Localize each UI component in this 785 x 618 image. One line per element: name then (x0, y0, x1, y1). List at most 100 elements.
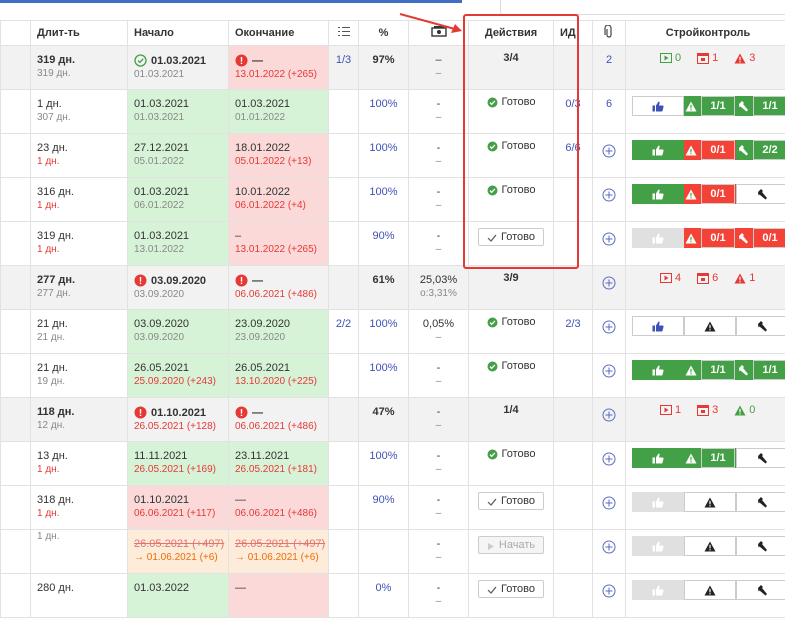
table-cell: 21 дн.19 дн. (31, 354, 128, 398)
control-buttons: 0/1 (632, 184, 785, 204)
table-cell: Готово (469, 90, 554, 134)
table-cell: 1/4 (469, 398, 554, 442)
control-button[interactable] (632, 184, 684, 204)
control-button[interactable] (736, 580, 785, 600)
start-date: 01.10.2021 (134, 494, 228, 507)
control-button[interactable] (632, 492, 684, 512)
control-button[interactable] (632, 580, 684, 600)
action-button[interactable]: Готово (478, 492, 544, 510)
control-button[interactable] (632, 228, 684, 248)
add-attachment[interactable] (602, 369, 616, 381)
duration-sub: 277 дн. (37, 288, 127, 300)
end-date: — (235, 582, 328, 595)
control-button[interactable] (736, 492, 785, 512)
table-cell: — (229, 574, 329, 618)
table-cell (329, 398, 359, 442)
add-attachment[interactable] (602, 413, 616, 425)
control-button[interactable] (736, 448, 785, 468)
control-button[interactable]: 1/1 (736, 360, 785, 380)
table-cell: Начать (469, 530, 554, 574)
control-button[interactable] (684, 492, 736, 512)
control-button[interactable] (632, 140, 684, 160)
control-button[interactable] (684, 580, 736, 600)
table-cell: 277 дн.277 дн. (31, 266, 128, 310)
control-button[interactable] (632, 316, 684, 336)
table-cell: -– (409, 442, 469, 486)
add-attachment[interactable] (602, 545, 616, 557)
table-cell: 1 дн.307 дн. (31, 90, 128, 134)
action-button[interactable]: Готово (478, 228, 544, 246)
percent: 90% (359, 494, 408, 507)
add-attachment[interactable] (602, 237, 616, 249)
table-cell (593, 398, 626, 442)
add-attachment[interactable] (602, 193, 616, 205)
control-button[interactable]: 0/1 (684, 140, 736, 160)
table-cell: Готово (469, 442, 554, 486)
search-box[interactable] (500, 0, 785, 15)
money: - (409, 142, 468, 155)
control-button[interactable] (684, 536, 736, 556)
control-button[interactable] (632, 448, 684, 468)
table-cell: 26.05.2021 (+497)→ 01.06.2021 (+6) (229, 530, 329, 574)
control-buttons (632, 580, 785, 600)
control-button[interactable] (736, 316, 785, 336)
control-button[interactable]: 1/1 (736, 96, 785, 116)
action-status: Готово (469, 184, 553, 196)
control-button[interactable]: 0/1 (684, 184, 736, 204)
control-button[interactable]: 0/1 (736, 228, 785, 248)
table-cell: Готово (469, 574, 554, 618)
control-button[interactable] (736, 184, 785, 204)
table-cell: 47% (359, 398, 409, 442)
control-button[interactable] (632, 96, 684, 116)
percent: 100% (359, 362, 408, 375)
control-button[interactable] (684, 316, 736, 336)
control-button[interactable]: 1/1 (684, 96, 736, 116)
add-attachment[interactable] (602, 501, 616, 513)
control-buttons (632, 316, 785, 336)
control-button[interactable]: 2/2 (736, 140, 785, 160)
add-attachment[interactable] (602, 325, 616, 337)
table-cell: 21 дн.21 дн. (31, 310, 128, 354)
table-cell (1, 46, 31, 90)
table-cell: Готово (469, 222, 554, 266)
table-cell: 90% (359, 486, 409, 530)
add-attachment[interactable] (602, 589, 616, 601)
money-sub: – (409, 332, 468, 344)
add-attachment[interactable] (602, 149, 616, 161)
start-sub: 13.01.2022 (134, 244, 228, 256)
end-date: 10.01.2022 (235, 186, 328, 199)
counter-value: 3 (712, 404, 718, 416)
control-button[interactable]: 0/1 (684, 228, 736, 248)
control-button[interactable] (632, 360, 684, 380)
start-date: 11.11.2021 (134, 450, 228, 463)
start-sub: → 01.06.2021 (+6) (134, 552, 228, 564)
add-attachment[interactable] (602, 281, 616, 293)
control-button[interactable]: 1/1 (684, 448, 736, 468)
money: – (409, 54, 468, 67)
control-button[interactable] (632, 536, 684, 556)
action-button[interactable]: Готово (478, 580, 544, 598)
end-date: — (235, 494, 328, 507)
start-sub: 05.01.2022 (134, 156, 228, 168)
tab-underline (0, 0, 462, 3)
table-cell (1, 486, 31, 530)
status-text: Готово (502, 96, 536, 108)
action-button[interactable]: Начать (478, 536, 544, 554)
add-attachment[interactable] (602, 457, 616, 469)
money-sub: – (409, 200, 468, 212)
control-button[interactable] (736, 536, 785, 556)
id-progress: 0/3 (554, 98, 592, 111)
column-header: Стройконтроль (626, 21, 785, 46)
button-label: 0/1 (701, 140, 735, 160)
table-cell: 2/3 (554, 310, 593, 354)
button-label: 0/1 (701, 228, 735, 248)
table-cell: 97% (359, 46, 409, 90)
percent: 61% (359, 274, 408, 287)
end-sub: 26.05.2021 (+181) (235, 464, 328, 476)
control-button[interactable]: 1/1 (684, 360, 736, 380)
duration-sub: 1 дн. (37, 508, 127, 520)
start-sub: 03.09.2020 (134, 332, 228, 344)
